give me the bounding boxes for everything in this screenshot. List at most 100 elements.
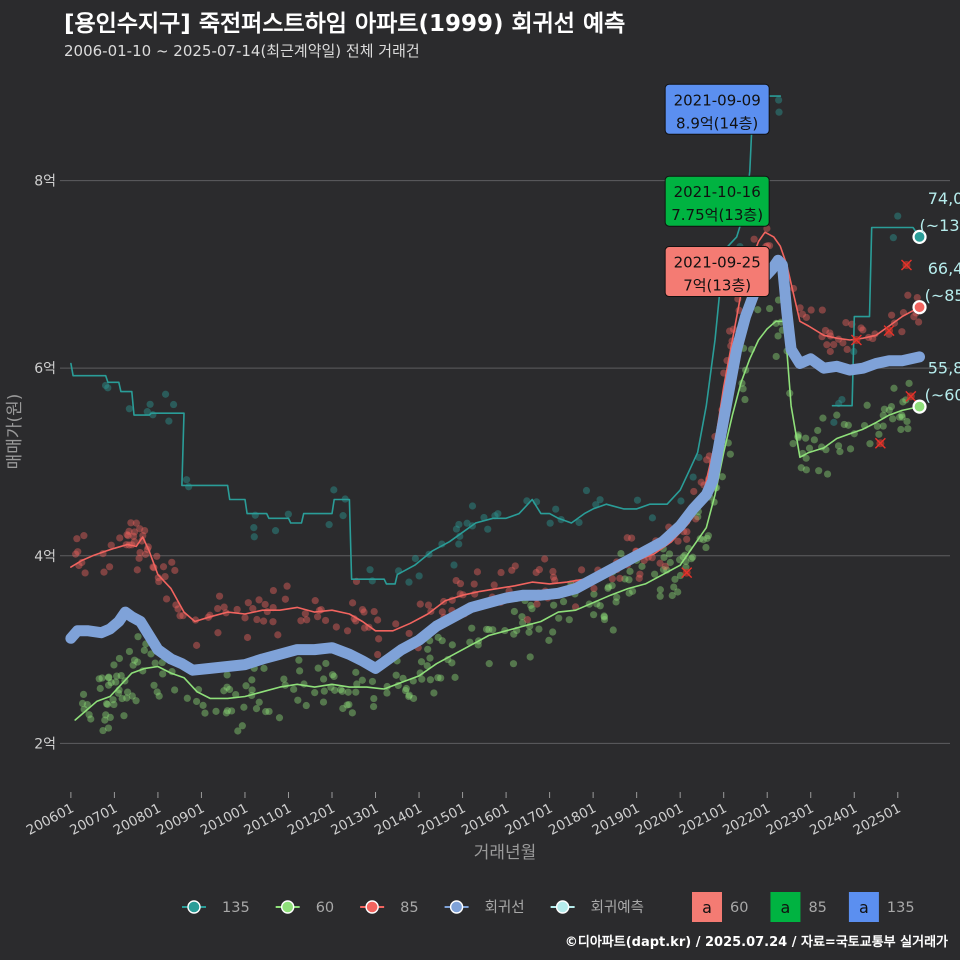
scatter-point [528,605,536,613]
scatter-point [913,293,921,302]
scatter-point [485,660,493,668]
scatter-point [107,541,115,549]
scatter-point [228,707,236,715]
scatter-point [703,456,711,464]
scatter-point [132,519,140,527]
scatter-point [863,401,871,409]
scatter-point [171,566,179,575]
scatter-point [535,566,543,574]
scatter-point [159,670,167,678]
scatter-point [249,605,257,613]
scatter-point [818,306,826,314]
scatter-point [130,528,139,536]
x-tick-label: 201501 [415,800,468,838]
scatter-point [275,714,284,722]
scatter-point [696,535,704,543]
legend-badge [770,892,801,922]
scatter-point [889,234,897,242]
end-label-value: 55,874 [928,359,960,378]
annotation-box [664,246,770,298]
scatter-point [844,421,852,429]
scatter-point [251,511,259,519]
scatter-point [510,607,518,616]
scatter-point [106,713,114,721]
scatter-point [344,688,352,696]
scatter-point [455,520,463,529]
scatter-point [426,676,435,684]
end-label-value: 66,467 [928,259,960,278]
scatter-point [238,722,246,730]
scatter-point [284,510,292,518]
series-line-s85 [70,231,921,632]
scatter-point [894,212,902,220]
scatter-point [281,595,289,603]
scatter-point [426,654,434,662]
scatter-point [253,615,261,624]
scatter-point [240,703,248,711]
x-tick-label: 201801 [546,800,599,838]
scatter-point [130,538,139,546]
scatter-point [123,531,131,539]
y-tick-label: 8억 [34,174,56,190]
scatter-point [125,647,134,656]
scatter-point [182,476,191,484]
scatter-point [269,586,278,595]
end-label-area: (~85㎡) [925,286,960,305]
scatter-point [130,656,139,664]
scatter-point [171,686,179,694]
scatter-point [295,656,303,664]
scatter-point [250,533,258,541]
scatter-point [797,464,805,472]
scatter-point [243,633,252,642]
scatter-point [405,692,413,701]
scatter-point [875,430,883,438]
scatter-point [159,563,168,571]
scatter-point [898,413,906,421]
scatter-point [176,612,184,620]
scatter-point [660,553,668,562]
scatter-point [775,108,783,116]
scatter-point [613,593,621,601]
scatter-point [402,684,410,693]
scatter-point [897,425,905,434]
scatter-point [789,439,797,448]
scatter-point [416,600,424,608]
scatter-point [139,531,147,540]
end-label-area: (~60㎡) [925,386,960,405]
legend-badge-label: 85 [808,900,826,916]
legend-symbol [187,900,201,914]
scatter-point [161,390,170,398]
scatter-point [118,694,126,703]
scatter-point [242,682,250,690]
legend-symbol [555,900,570,914]
scatter-point [127,519,135,527]
legend-badge-label: 60 [730,900,748,916]
scatter-point [600,612,608,620]
scatter-point [616,574,624,582]
legend-label: 60 [316,900,334,916]
scatter-point [697,478,705,486]
x-tick-label: 200701 [67,800,120,838]
scatter-point [392,671,400,679]
scatter-point [775,96,783,104]
scatter-point [107,679,115,687]
legend-label: 135 [222,900,250,916]
scatter-point [283,582,291,590]
scatter-point [648,514,657,522]
x-tick-label: 201101 [241,800,294,838]
scatter-point [135,554,143,562]
scatter-point [805,444,814,452]
scatter-point [223,671,231,679]
y-axis-label: 매매가(원) [5,394,25,470]
scatter-point [319,698,328,706]
scatter-point [880,405,889,413]
scatter-point [132,697,140,705]
scatter-point [582,486,591,495]
scatter-point [545,636,553,644]
scatter-point [830,418,838,426]
cross-mark [681,567,693,579]
scatter-point [301,610,309,618]
scatter-point [361,624,369,632]
legend-label: 85 [400,900,418,916]
